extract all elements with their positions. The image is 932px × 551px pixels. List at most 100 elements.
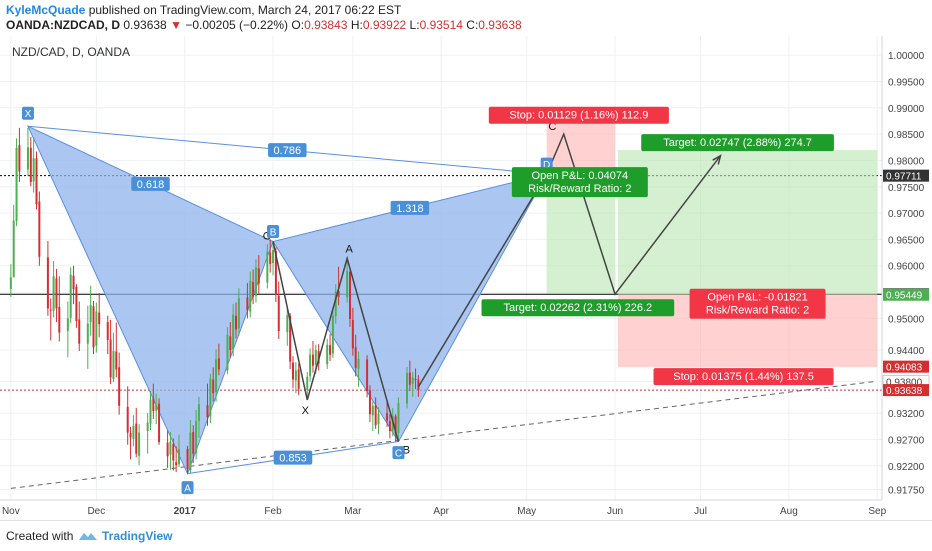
- open-value: 0.93843: [304, 18, 348, 32]
- published-text: published on TradingView.com, March 24, …: [88, 3, 402, 17]
- candle-body: [192, 432, 195, 454]
- close-label: C:: [466, 18, 479, 32]
- candle-body: [209, 378, 212, 417]
- dashed-trendline: [10, 381, 875, 489]
- time-tick-label: Feb: [264, 506, 282, 517]
- candle-body: [351, 319, 354, 349]
- instrument-label: NZD/CAD, D, OANDA: [12, 45, 130, 59]
- long-target-zone: [617, 150, 878, 295]
- price-change: −0.00205 (−0.22%): [185, 18, 289, 32]
- candle-body: [112, 351, 115, 379]
- open-label: O:: [291, 18, 305, 32]
- candle-body: [294, 370, 297, 381]
- candle-body: [32, 158, 35, 182]
- tradingview-brand-link[interactable]: TradingView: [102, 529, 173, 543]
- candle-body: [388, 421, 391, 432]
- candle-body: [289, 315, 292, 362]
- candle-body: [254, 267, 257, 296]
- ratio-box: [273, 450, 313, 465]
- candle-body: [349, 272, 351, 319]
- low-value: 0.93514: [419, 18, 463, 32]
- short-stop-label-text: Stop: 0.01129 (1.16%) 112.9: [509, 110, 648, 122]
- candle-body: [212, 379, 215, 394]
- candle-body: [52, 276, 55, 312]
- price-tick-label: 0.96000: [888, 262, 925, 273]
- candle-body: [126, 406, 129, 433]
- price-tick-label: 0.97000: [888, 209, 925, 220]
- time-tick-label: Jun: [607, 506, 623, 517]
- candle-body: [257, 268, 260, 284]
- price-badge-label: 0.95449: [886, 291, 923, 302]
- candle-body: [98, 312, 101, 325]
- candle-body: [175, 462, 178, 466]
- author-link[interactable]: KyleMcQuade: [6, 3, 86, 17]
- candle-body: [326, 344, 329, 365]
- candle-body: [297, 369, 300, 389]
- candle-body: [337, 291, 340, 297]
- short-stop-zone: [546, 114, 616, 175]
- candle-body: [237, 298, 240, 329]
- long-stop-label-box: [653, 368, 834, 386]
- price-badge-label: 0.93800: [886, 378, 923, 389]
- candle-body: [135, 423, 138, 454]
- candle-body: [95, 311, 98, 346]
- candle-body: [206, 405, 209, 418]
- last-price: 0.93638: [123, 18, 167, 32]
- down-arrow-icon: ▼: [170, 18, 182, 32]
- candle-body: [249, 281, 252, 312]
- candle-body: [217, 358, 220, 370]
- price-badge-box: [883, 288, 929, 301]
- candle-body: [366, 359, 369, 392]
- candle-body: [92, 306, 95, 348]
- candle-body: [414, 378, 417, 380]
- candle-body: [158, 403, 161, 443]
- candle-body: [58, 306, 61, 333]
- ratio-box: [390, 200, 430, 215]
- candle-body: [189, 432, 192, 470]
- candle-body: [115, 351, 118, 370]
- long-pl-label-text: Open P&L: -0.01821: [707, 292, 807, 304]
- bat-point-label-c-badge: [392, 446, 405, 460]
- candle-body: [66, 318, 69, 332]
- price-badge-box: [883, 360, 929, 373]
- price-tick-label: 0.93200: [888, 409, 925, 420]
- long-pl-label-text: Risk/Reward Ratio: 2: [706, 305, 809, 317]
- candle-body: [132, 425, 135, 439]
- short-pl-label-box: [511, 167, 648, 198]
- bat-point-label-a: A: [184, 484, 191, 495]
- short-target-label-text: Target: 0.02262 (2.31%) 226.2: [504, 302, 653, 314]
- candle-body: [314, 349, 317, 365]
- candle-body: [146, 422, 149, 432]
- price-badge-box: [883, 169, 929, 182]
- symbol-label: OANDA:NZDCAD, D: [6, 18, 120, 32]
- price-tick-label: 0.92700: [888, 435, 925, 446]
- candle-body: [197, 404, 200, 422]
- time-tick-label: Aug: [780, 506, 798, 517]
- projection-path: [417, 131, 722, 388]
- bat-point-label-b-badge: [267, 225, 280, 239]
- price-tick-label: 0.92200: [888, 462, 925, 473]
- candle-body: [55, 278, 58, 309]
- candle-body: [309, 354, 312, 377]
- candle-body: [411, 377, 414, 384]
- ratio-label: 0.786: [274, 145, 302, 157]
- chart-header: KyleMcQuade published on TradingView.com…: [0, 0, 932, 36]
- candle-body: [269, 252, 272, 265]
- candle-body: [186, 448, 189, 469]
- candle-body: [394, 416, 397, 434]
- candle-body: [311, 354, 314, 366]
- abc-point-label-x: X: [302, 405, 310, 417]
- candle-body: [292, 362, 294, 380]
- candle-body: [374, 405, 377, 426]
- candle-body: [329, 345, 332, 355]
- bat-point-label-x: X: [25, 109, 32, 120]
- time-tick-label: Dec: [87, 506, 105, 517]
- candle-body: [266, 251, 269, 283]
- candle-body: [38, 201, 41, 257]
- candle-body: [12, 220, 15, 278]
- price-tick-label: 1.00000: [888, 51, 925, 62]
- ratio-box: [268, 143, 307, 158]
- price-tick-label: 0.94400: [888, 346, 925, 357]
